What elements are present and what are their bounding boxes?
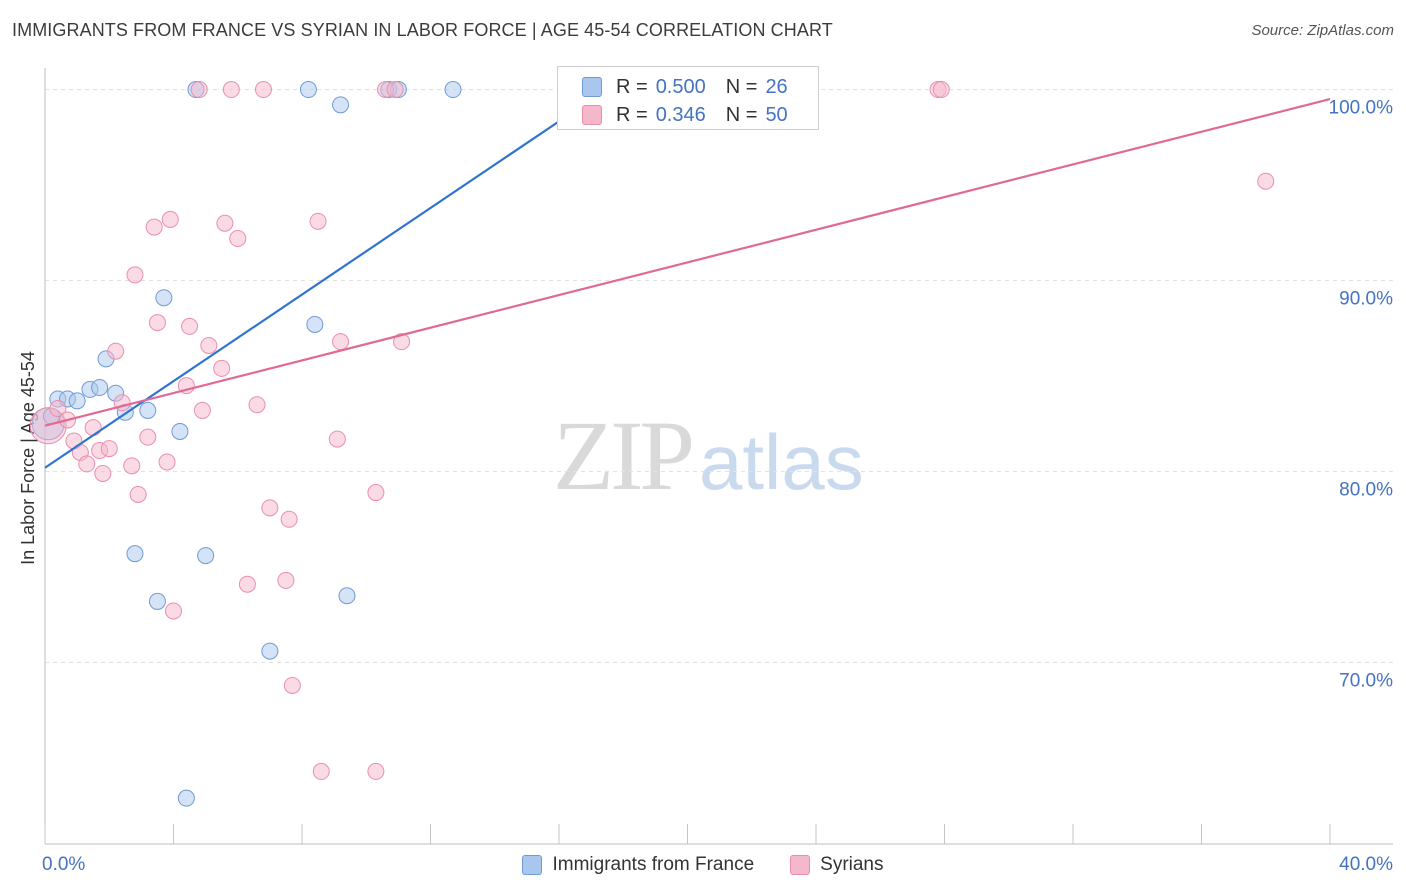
point-france xyxy=(197,547,215,565)
point-france xyxy=(306,315,324,333)
legend-r-label: R = xyxy=(616,75,648,98)
point-syrians xyxy=(393,333,411,351)
series-legend: Immigrants from France Syrians xyxy=(0,852,1406,878)
watermark-atlas: atlas xyxy=(699,418,864,506)
point-syrians xyxy=(190,81,208,99)
series-legend-syrians[interactable]: Syrians xyxy=(790,854,884,876)
point-syrians xyxy=(386,81,404,99)
point-syrians xyxy=(165,602,182,620)
trendline-syrians xyxy=(44,98,1331,427)
point-syrians xyxy=(309,212,327,230)
point-france xyxy=(91,379,109,397)
point-syrians xyxy=(139,428,157,446)
point-syrians xyxy=(100,440,118,458)
point-syrians xyxy=(238,575,256,593)
y-tick-label: 100.0% xyxy=(1329,98,1394,119)
point-france xyxy=(126,545,144,563)
point-syrians xyxy=(123,457,141,475)
source-label: Source: ZipAtlas.com xyxy=(1251,22,1394,39)
point-france xyxy=(68,392,86,410)
point-syrians xyxy=(200,336,218,354)
trendline-france xyxy=(44,77,624,469)
point-syrians xyxy=(148,314,166,332)
point-france xyxy=(148,592,166,610)
point-france xyxy=(155,289,173,307)
legend-swatch-france xyxy=(582,77,602,97)
correlation-legend: R = 0.500 N = 26 R = 0.346 N = 50 xyxy=(557,66,819,130)
series-swatch-france xyxy=(522,855,543,875)
y-tick-label: 80.0% xyxy=(1339,480,1393,501)
point-france xyxy=(171,422,189,440)
x-tick-label: 0.0% xyxy=(42,854,85,875)
point-syrians xyxy=(193,401,211,419)
y-axis-label: In Labor Force | Age 45-54 xyxy=(18,351,38,565)
point-syrians xyxy=(213,359,231,377)
point-syrians xyxy=(277,571,295,589)
point-france xyxy=(332,96,350,114)
series-swatch-syrians xyxy=(790,855,811,875)
legend-n-value: 50 xyxy=(765,103,788,126)
point-france xyxy=(338,587,356,605)
point-syrians xyxy=(283,676,301,694)
point-france xyxy=(261,642,279,660)
point-syrians xyxy=(145,218,163,236)
point-syrians xyxy=(261,499,279,517)
point-syrians xyxy=(367,762,385,780)
point-france xyxy=(444,81,462,99)
legend-n-value: 26 xyxy=(765,75,788,98)
legend-r-label: R = xyxy=(616,103,648,126)
point-syrians xyxy=(181,317,199,335)
point-syrians xyxy=(158,453,176,471)
point-syrians xyxy=(280,510,298,528)
legend-n-label: N = xyxy=(725,75,758,98)
point-syrians xyxy=(248,396,266,414)
point-syrians xyxy=(229,230,247,248)
legend-r-value: 0.500 xyxy=(655,75,706,98)
point-syrians xyxy=(161,210,179,228)
point-syrians xyxy=(107,342,125,360)
x-tick-label: 40.0% xyxy=(1339,854,1393,875)
watermark: ZIP atlas xyxy=(553,398,864,513)
point-syrians xyxy=(328,430,346,448)
series-label-syrians: Syrians xyxy=(820,854,884,875)
series-legend-france[interactable]: Immigrants from France xyxy=(522,854,754,876)
point-syrians xyxy=(78,455,96,473)
legend-r-value: 0.346 xyxy=(655,103,706,126)
point-syrians xyxy=(126,266,144,284)
legend-swatch-syrians xyxy=(582,105,602,125)
legend-row-france: R = 0.500 N = 26 xyxy=(582,73,788,101)
legend-row-syrians: R = 0.346 N = 50 xyxy=(582,101,788,129)
point-syrians xyxy=(129,485,147,503)
point-syrians xyxy=(1257,172,1275,190)
point-syrians xyxy=(94,464,112,482)
point-france xyxy=(299,81,317,99)
watermark-zip: ZIP xyxy=(553,400,695,511)
point-syrians xyxy=(216,214,234,232)
point-syrians xyxy=(367,484,385,502)
point-syrians xyxy=(254,81,272,99)
series-label-france: Immigrants from France xyxy=(552,854,755,875)
y-tick-label: 70.0% xyxy=(1339,671,1393,692)
point-syrians xyxy=(312,762,330,780)
y-tick-label: 90.0% xyxy=(1339,289,1393,310)
point-syrians xyxy=(84,419,102,437)
chart-title: IMMIGRANTS FROM FRANCE VS SYRIAN IN LABO… xyxy=(12,20,833,40)
legend-n-label: N = xyxy=(725,103,758,126)
point-syrians xyxy=(332,333,350,351)
point-syrians xyxy=(932,81,950,99)
point-syrians xyxy=(222,81,240,99)
point-france xyxy=(139,401,157,419)
point-france xyxy=(177,789,195,807)
point-syrians xyxy=(49,400,67,418)
